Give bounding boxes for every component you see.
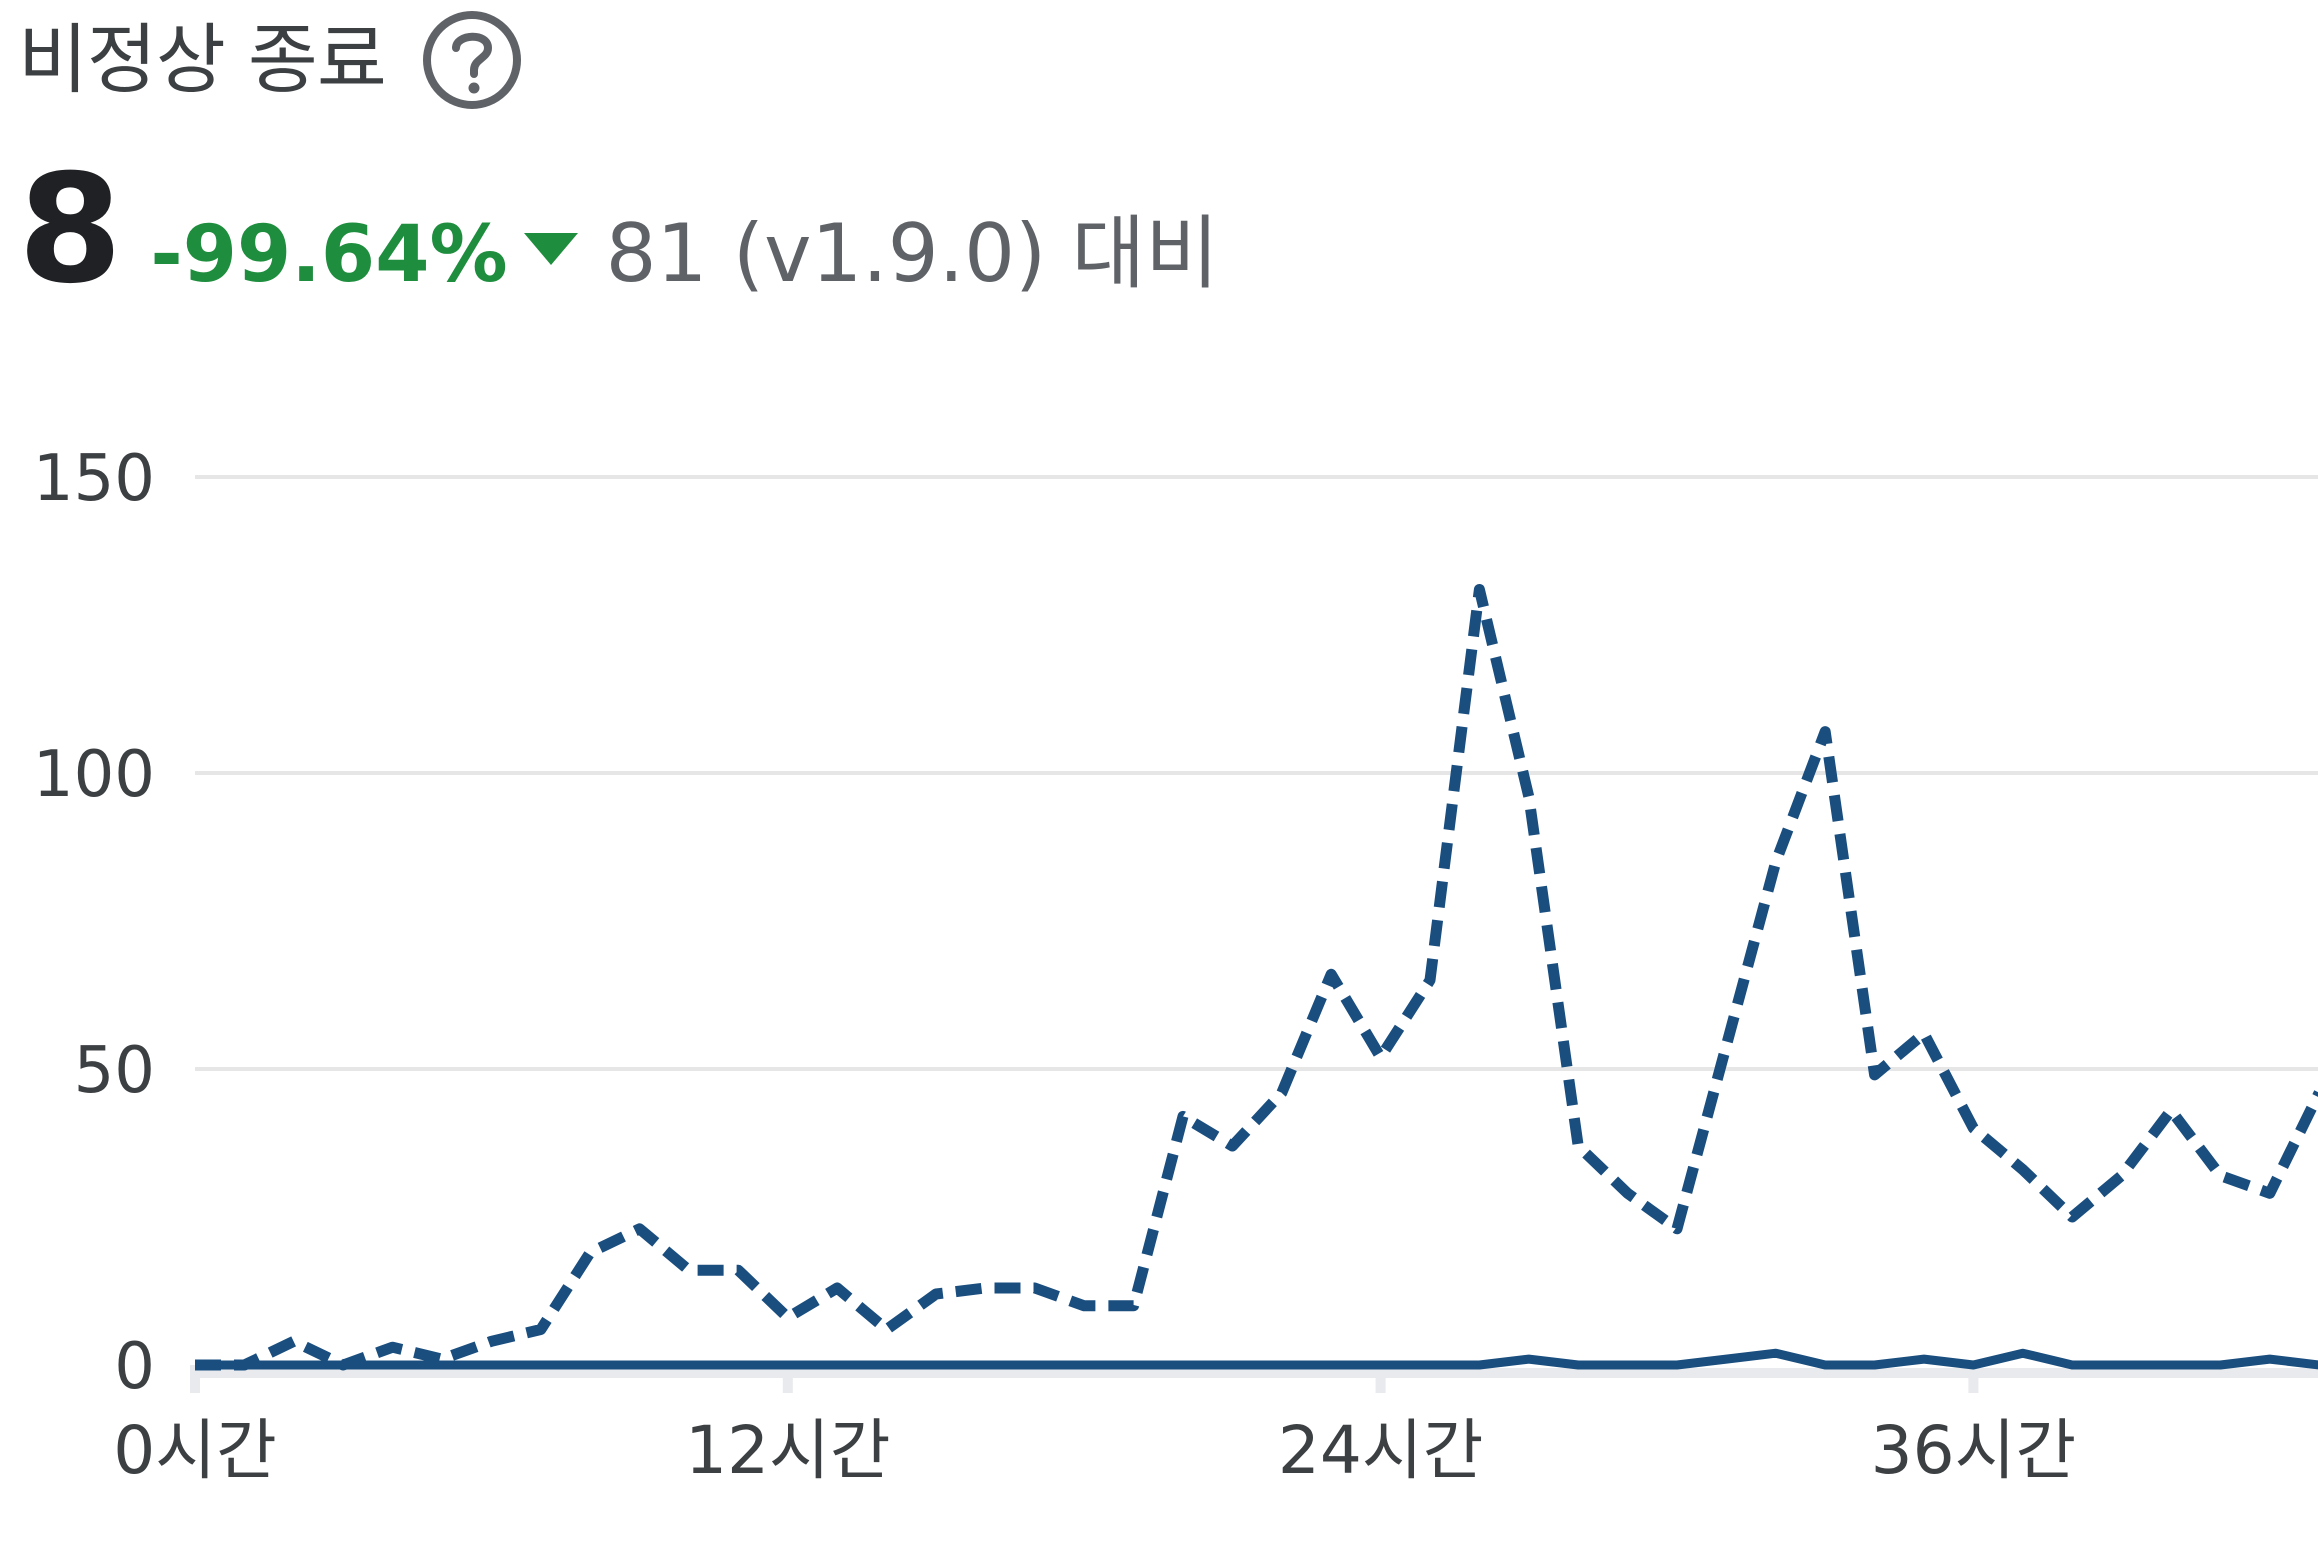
x-tick-mark	[1968, 1365, 1979, 1393]
card-header: 비정상 종료 8 -99.64% 81 (v1.9.0) 대비	[18, 0, 2298, 330]
comparison-text: 81 (v1.9.0) 대비	[605, 207, 1219, 300]
series-line-dashed	[195, 584, 2318, 1371]
x-tick-label: 12시간	[685, 1412, 890, 1489]
x-tick-label: 24시간	[1278, 1412, 1483, 1489]
metric-delta: -99.64%	[150, 210, 578, 300]
delta-percent: -99.64%	[150, 210, 508, 300]
x-tick-mark	[1375, 1365, 1386, 1393]
title-row: 비정상 종료	[18, 8, 524, 112]
y-tick-label: 100	[33, 738, 155, 812]
help-circle-icon[interactable]	[420, 8, 524, 112]
x-tick-layer: 0시간 12시간 24시간 36시간	[113, 1365, 2076, 1489]
x-tick-mark	[190, 1365, 200, 1393]
series-layer	[195, 584, 2318, 1371]
series-line-solid	[195, 1348, 2318, 1370]
line-chart: 0 50 100 150 0시간 12시간 24시간 36시간	[33, 442, 2318, 1489]
x-tick-mark	[782, 1365, 793, 1393]
x-tick-label: 0시간	[113, 1412, 276, 1489]
arrow-down-icon	[523, 233, 578, 265]
y-tick-label: 50	[74, 1034, 155, 1108]
y-tick-label: 150	[33, 442, 155, 516]
chart-title: 비정상 종료	[18, 15, 387, 104]
metric-value: 8	[18, 143, 123, 317]
grid-layer	[195, 475, 2318, 1378]
y-tick-label: 0	[114, 1330, 155, 1404]
metric-row: 8 -99.64% 81 (v1.9.0) 대비	[18, 155, 1219, 305]
y-tick-layer: 0 50 100 150	[33, 442, 155, 1404]
x-tick-label: 36시간	[1871, 1412, 2076, 1489]
